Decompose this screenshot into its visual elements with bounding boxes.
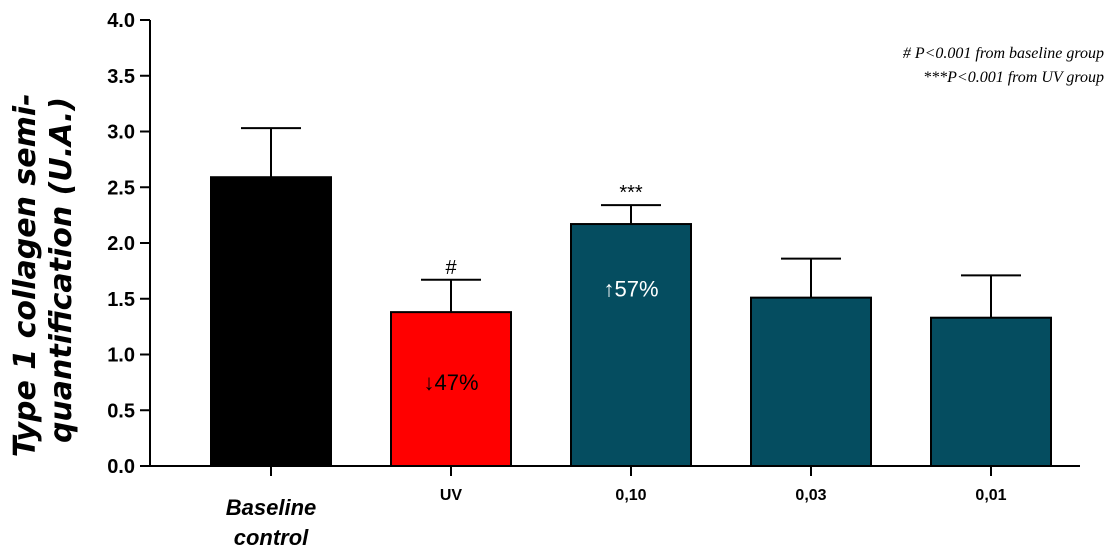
bar — [570, 223, 692, 467]
legend: # P<0.001 from baseline group ***P<0.001… — [903, 45, 1104, 86]
significance-marker: # — [445, 257, 457, 279]
bar — [390, 311, 512, 467]
percent-change-label: ↓47% — [423, 370, 478, 395]
category-label: UV — [440, 487, 463, 504]
y-tick-label: 0.5 — [107, 400, 135, 422]
bar — [930, 316, 1052, 467]
category-label-line: UV — [440, 487, 463, 504]
y-tick-label: 0.0 — [107, 456, 135, 478]
y-tick-label: 2.0 — [107, 233, 135, 255]
y-tick-label: 2.5 — [107, 177, 135, 199]
y-axis-label-line-1: Type 1 collagen semi- — [8, 93, 43, 457]
y-tick-label: 3.5 — [107, 66, 135, 88]
category-label: Baseline control — [226, 495, 317, 550]
category-label-line: Baseline — [226, 495, 317, 520]
bar — [210, 176, 332, 467]
legend-entry-baseline: # P<0.001 from baseline group — [903, 45, 1104, 62]
category-label-line: 0,10 — [615, 487, 646, 504]
y-tick-label: 1.0 — [107, 345, 135, 367]
y-axis-label: Type 1 collagen semi- quantification (U.… — [8, 83, 79, 457]
significance-marker: *** — [619, 182, 643, 204]
legend-entry-uv: ***P<0.001 from UV group — [923, 69, 1104, 86]
category-label: 0,03 — [795, 487, 826, 504]
y-axis-label-line-2: quantification (U.A.) — [44, 97, 79, 443]
percent-change-label: ↑57% — [603, 277, 658, 302]
category-label: 0,10 — [615, 487, 646, 504]
bars — [210, 127, 1052, 468]
category-label-line: 0,03 — [795, 487, 826, 504]
category-label-line: 0,01 — [975, 487, 1006, 504]
category-label-line: control — [234, 525, 309, 550]
y-tick-label: 4.0 — [107, 10, 135, 32]
bar — [750, 296, 872, 468]
y-tick-label: 3.0 — [107, 122, 135, 144]
y-tick-label: 1.5 — [107, 289, 135, 311]
labels: Baseline control UV # ↓47% 0,10 *** ↑57% 0,03 0,0… — [226, 182, 1007, 550]
category-label: 0,01 — [975, 487, 1006, 504]
